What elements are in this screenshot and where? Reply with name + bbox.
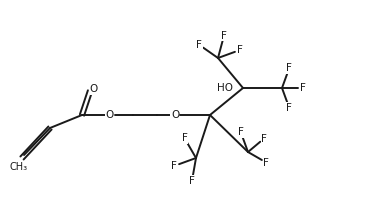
Text: F: F [300, 83, 306, 93]
Text: F: F [286, 63, 292, 73]
Text: O: O [90, 84, 98, 94]
Text: O: O [171, 110, 179, 120]
Text: F: F [286, 103, 292, 113]
Text: F: F [286, 63, 292, 73]
Text: F: F [221, 31, 227, 41]
Text: HO: HO [217, 83, 233, 93]
Text: F: F [196, 40, 202, 50]
Text: HO: HO [217, 83, 233, 93]
Text: F: F [238, 127, 244, 137]
Text: F: F [196, 40, 202, 50]
Text: F: F [171, 161, 177, 171]
Text: F: F [237, 45, 243, 55]
Text: F: F [300, 83, 306, 93]
Text: CH₃: CH₃ [10, 162, 28, 172]
Text: F: F [189, 176, 195, 186]
Text: O: O [106, 110, 114, 120]
Text: F: F [237, 45, 243, 55]
Text: F: F [263, 158, 269, 168]
Text: O: O [171, 110, 179, 120]
Text: F: F [261, 134, 267, 144]
Text: F: F [182, 133, 187, 143]
Text: F: F [263, 158, 269, 168]
Text: F: F [261, 134, 267, 144]
Text: CH₃: CH₃ [10, 162, 28, 172]
Text: F: F [238, 127, 244, 137]
Text: F: F [189, 176, 195, 186]
Text: F: F [286, 103, 292, 113]
Text: O: O [106, 110, 114, 120]
Text: O: O [90, 84, 98, 94]
Text: F: F [182, 133, 187, 143]
Text: F: F [171, 161, 177, 171]
Text: F: F [221, 31, 227, 41]
